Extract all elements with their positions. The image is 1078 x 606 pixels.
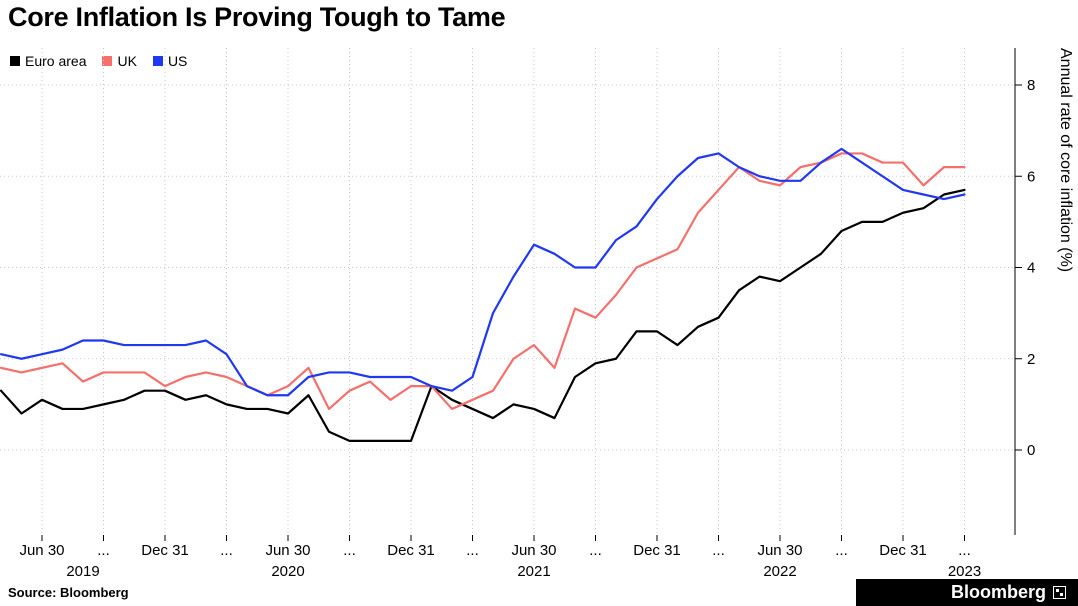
svg-text:...: ... [835,542,848,559]
svg-text:Dec 31: Dec 31 [141,542,189,559]
svg-text:2: 2 [1027,351,1035,368]
legend-item-uk: UK [102,53,137,69]
svg-text:2022: 2022 [763,563,796,580]
svg-text:...: ... [589,542,602,559]
svg-text:Jun 30: Jun 30 [19,542,64,559]
legend-label-us: US [167,53,188,69]
svg-text:0: 0 [1027,442,1035,459]
svg-text:2021: 2021 [517,563,550,580]
svg-text:...: ... [97,542,110,559]
y-axis-label: Annual rate of core inflation (%) [1057,48,1074,273]
euro-area-swatch-icon [10,56,20,66]
svg-text:4: 4 [1027,260,1035,277]
svg-text:Dec 31: Dec 31 [879,542,927,559]
bloomberg-footer: Bloomberg [856,579,1078,606]
us-swatch-icon [152,56,163,66]
svg-text:Jun 30: Jun 30 [511,542,556,559]
source-note: Source: Bloomberg [8,585,129,600]
legend-label-uk: UK [117,53,137,69]
svg-text:...: ... [466,542,479,559]
svg-text:Dec 31: Dec 31 [633,542,681,559]
svg-text:2023: 2023 [948,563,981,580]
svg-text:Jun 30: Jun 30 [265,542,310,559]
bloomberg-logo: Bloomberg [950,582,1046,602]
svg-text:2020: 2020 [271,563,304,580]
chart-legend: Euro area UK US [10,53,187,69]
svg-text:...: ... [220,542,233,559]
bloomberg-terminal-icon [1053,586,1066,599]
svg-text:...: ... [958,542,971,559]
svg-text:Dec 31: Dec 31 [387,542,435,559]
chart-title: Core Inflation Is Proving Tough to Tame [8,2,506,32]
legend-item-us: US [152,53,188,69]
svg-text:...: ... [712,542,725,559]
legend-item-euro-area: Euro area [10,53,86,69]
uk-swatch-icon [102,56,113,66]
svg-text:2019: 2019 [66,563,99,580]
svg-text:8: 8 [1027,77,1035,94]
svg-text:6: 6 [1027,168,1035,185]
svg-text:Jun 30: Jun 30 [757,542,802,559]
legend-label-euro-area: Euro area [25,53,87,69]
svg-text:...: ... [343,542,356,559]
